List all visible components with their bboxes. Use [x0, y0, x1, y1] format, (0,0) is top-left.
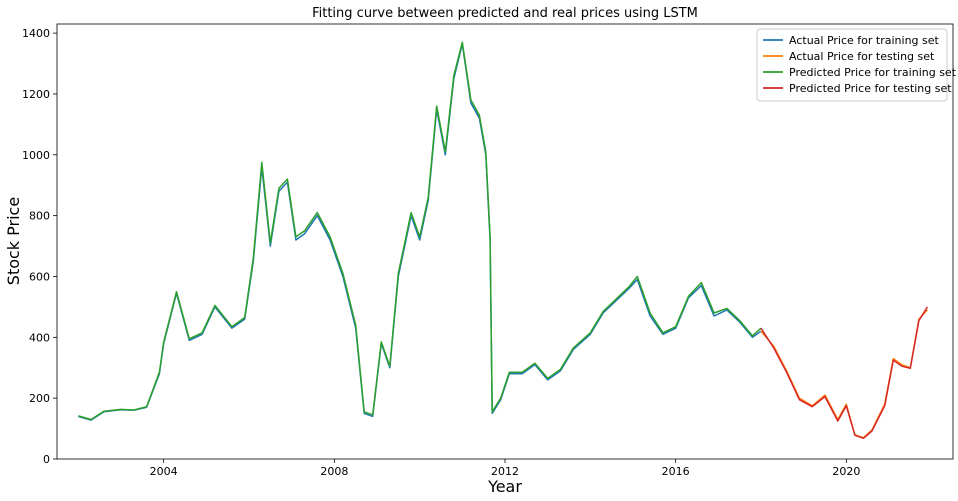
plot-frame: [56, 23, 954, 460]
x-axis-label: Year: [487, 477, 522, 496]
y-axis-label: Stock Price: [4, 197, 23, 285]
y-tick-label-4: 800: [29, 210, 50, 223]
series-line-1: [760, 309, 928, 439]
y-tick-label-1: 200: [29, 392, 50, 405]
x-axis-ticks: 2004 2008 2012 2016 2020: [150, 459, 860, 478]
plot-area: [78, 41, 929, 440]
legend-label-3: Predicted Price for testing set: [789, 82, 952, 95]
series-line-2: [78, 41, 762, 421]
y-tick-label-2: 400: [29, 331, 50, 344]
y-tick-label-6: 1200: [22, 88, 50, 101]
y-tick-label-5: 1000: [22, 149, 50, 162]
legend-label-2: Predicted Price for training set: [789, 66, 957, 79]
legend: Actual Price for training set Actual Pric…: [756, 28, 957, 102]
y-tick-label-0: 0: [43, 453, 50, 466]
x-tick-label-2: 2012: [491, 465, 519, 478]
series-line-3: [760, 306, 929, 440]
y-tick-label-3: 600: [29, 270, 50, 283]
series-line-0: [78, 43, 762, 421]
legend-label-0: Actual Price for training set: [789, 34, 940, 47]
legend-label-1: Actual Price for testing set: [789, 50, 935, 63]
legend-box: [756, 28, 948, 102]
x-tick-label-3: 2016: [662, 465, 690, 478]
chart-title: Fitting curve between predicted and real…: [312, 6, 698, 21]
y-tick-label-7: 1400: [22, 27, 50, 40]
x-tick-label-1: 2008: [320, 465, 348, 478]
y-axis-ticks: 0 200 400 600 800 1000 1200 1400: [22, 27, 57, 466]
x-tick-label-4: 2020: [832, 465, 860, 478]
x-tick-label-0: 2004: [150, 465, 178, 478]
